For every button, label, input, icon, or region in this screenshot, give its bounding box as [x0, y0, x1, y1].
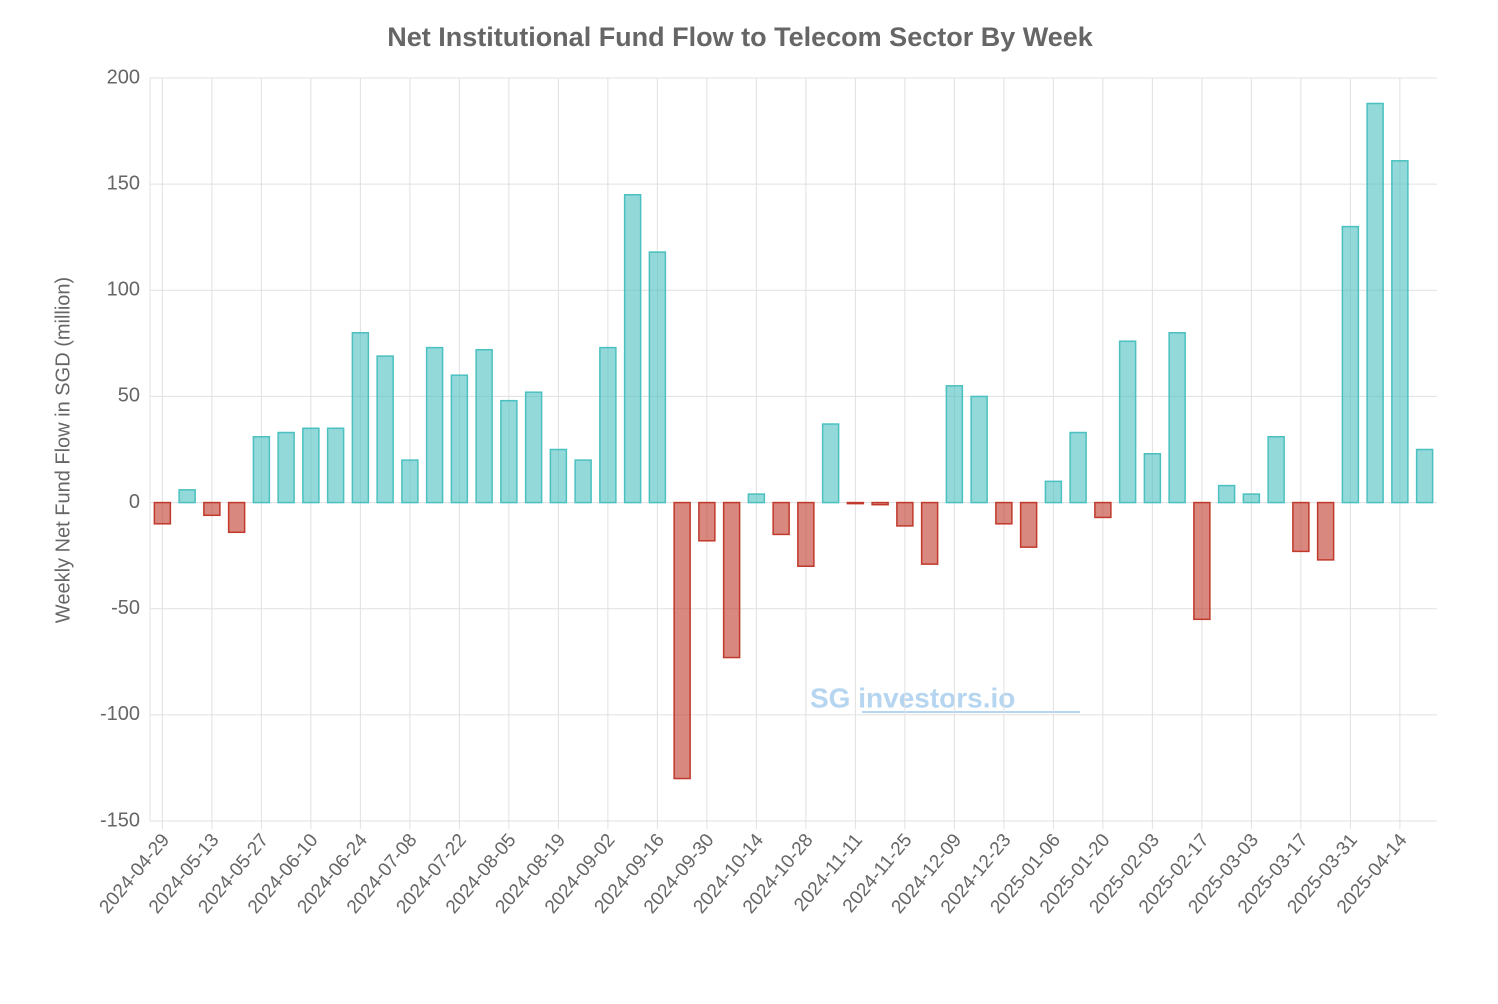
bar	[599, 346, 617, 504]
bar	[821, 423, 840, 504]
bar	[1118, 340, 1137, 504]
bar	[450, 374, 469, 504]
bar	[574, 459, 592, 504]
bar	[203, 501, 221, 517]
bar	[252, 436, 271, 504]
watermark: SG investors.io	[810, 682, 1015, 713]
y-tick-label: -150	[100, 809, 140, 831]
bar	[772, 501, 790, 536]
bar	[1217, 484, 1236, 504]
bar	[500, 399, 518, 504]
bar	[1415, 448, 1434, 504]
bar	[698, 501, 716, 542]
bar	[1366, 102, 1384, 504]
bar	[425, 346, 444, 504]
y-axis-label: Weekly Net Fund Flow in SGD (million)	[52, 277, 74, 623]
bar	[277, 431, 295, 504]
bar	[970, 395, 988, 504]
bar	[302, 427, 320, 504]
bar	[1168, 331, 1186, 504]
bar	[401, 459, 419, 504]
y-tick-label: 50	[118, 385, 140, 407]
y-tick-label: 100	[107, 279, 140, 301]
bar	[648, 251, 667, 504]
bar	[995, 501, 1013, 525]
bar	[475, 348, 493, 504]
y-tick-label: 150	[107, 172, 140, 194]
bar	[1019, 501, 1038, 548]
bar	[351, 331, 370, 504]
bar	[920, 501, 939, 565]
bar	[227, 501, 246, 534]
bar	[1316, 501, 1335, 561]
y-tick-label: -50	[111, 597, 140, 619]
bar	[1094, 501, 1112, 519]
bar	[896, 501, 914, 527]
bar	[1069, 431, 1087, 504]
bar	[326, 427, 345, 504]
bar	[524, 391, 543, 504]
bar	[1143, 452, 1162, 504]
bar	[1292, 501, 1310, 553]
bar	[722, 501, 741, 659]
bar	[945, 385, 964, 504]
bar	[1267, 436, 1285, 504]
bar	[871, 501, 889, 506]
chart-title: Net Institutional Fund Flow to Telecom S…	[387, 22, 1094, 52]
y-tick-label: 0	[129, 491, 140, 513]
bar	[797, 501, 815, 568]
bar	[623, 194, 642, 504]
y-tick-label: -100	[100, 703, 140, 725]
bar	[1391, 160, 1409, 504]
bar	[747, 493, 766, 504]
bar	[846, 501, 865, 505]
bar	[1341, 225, 1360, 504]
y-tick-label: 200	[107, 66, 140, 88]
bar	[153, 501, 172, 525]
bar	[1242, 493, 1261, 504]
bar	[178, 489, 196, 504]
bar	[673, 501, 691, 780]
bar	[1193, 501, 1211, 621]
bar	[376, 355, 394, 504]
bar	[1044, 480, 1063, 504]
bar	[549, 448, 568, 504]
